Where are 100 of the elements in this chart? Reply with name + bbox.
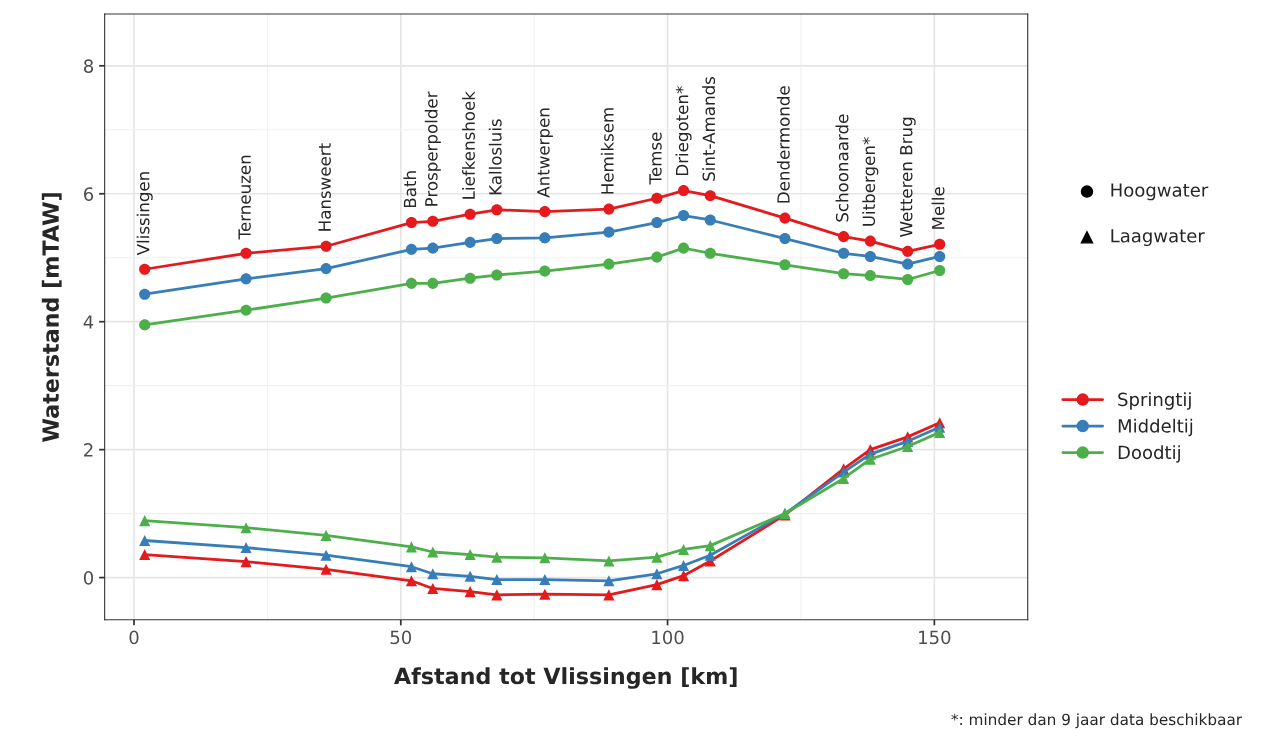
point: [838, 472, 850, 484]
point: [704, 247, 716, 259]
point: [139, 263, 151, 275]
y-tick-label: 0: [83, 571, 94, 585]
point: [934, 250, 946, 263]
x-tick-label: 150: [919, 630, 951, 645]
y-tick-label: 6: [84, 187, 94, 201]
point: [902, 273, 914, 286]
point: [838, 231, 850, 243]
point: [864, 270, 876, 282]
point: [491, 551, 503, 563]
point: [539, 206, 551, 218]
annotation: Hemiksem: [600, 108, 614, 194]
annotation: Uitbergen*: [862, 137, 879, 226]
point: [678, 570, 690, 582]
point: [902, 245, 914, 257]
point: [838, 247, 850, 259]
point: [603, 226, 615, 238]
point: [464, 549, 476, 561]
point: [464, 208, 476, 220]
point: [320, 263, 332, 275]
point: [464, 272, 476, 284]
point: [320, 529, 332, 541]
point: [864, 453, 876, 465]
point: [427, 242, 439, 254]
point: [427, 546, 439, 558]
point: [779, 232, 791, 245]
point: [240, 273, 252, 285]
point: [139, 549, 151, 561]
annotation: Liefkenshoek: [462, 91, 475, 199]
point: [240, 304, 252, 316]
point: [320, 240, 332, 252]
point: [779, 259, 791, 271]
point: [139, 288, 151, 300]
x-tick-label: 0: [129, 630, 139, 645]
point: [320, 292, 332, 304]
point: [405, 575, 418, 587]
point: [427, 582, 439, 595]
point: [139, 515, 151, 527]
point: [491, 232, 503, 245]
y-tick-label: 4: [83, 315, 94, 329]
point: [539, 232, 551, 244]
point: [934, 264, 946, 277]
annotation: Terneuzen: [238, 155, 251, 240]
point: [934, 426, 946, 438]
legend-label: Doodtij: [1118, 445, 1180, 463]
annotation: Temse: [649, 132, 662, 185]
point: [678, 185, 690, 197]
annotation: Schoonaarde: [835, 114, 849, 222]
point: [678, 559, 690, 571]
point: [864, 235, 876, 247]
point: [139, 319, 151, 331]
point: [603, 203, 615, 215]
point: [427, 277, 439, 289]
annotation: Antwerpen: [537, 108, 553, 198]
point: [405, 277, 418, 289]
point: [902, 440, 914, 453]
annotation: Dendermonde: [776, 86, 790, 203]
point: [464, 586, 476, 598]
annotation: Bath: [403, 171, 417, 208]
point: [651, 551, 663, 563]
point: [651, 192, 663, 204]
point: [539, 265, 551, 277]
text: Laagwater: [1111, 229, 1205, 247]
y-tick-label: 2: [84, 443, 93, 457]
point: [539, 588, 551, 600]
point: [704, 190, 716, 202]
point: [678, 242, 690, 254]
point: [240, 522, 252, 534]
point: [779, 212, 791, 224]
point: [651, 579, 663, 591]
point: [427, 215, 439, 227]
point: [464, 570, 476, 582]
point: [603, 555, 615, 567]
x-tick-label: 50: [390, 630, 412, 645]
annotation: Sint-Amands: [702, 76, 716, 181]
point: [704, 214, 716, 226]
point: [651, 217, 663, 229]
point: [902, 258, 914, 270]
y-tick-label: 8: [83, 59, 94, 73]
annotation: Wetteren Brug: [900, 117, 916, 237]
point: [405, 541, 418, 553]
point: [678, 209, 690, 222]
x-axis-title: Afstand tot Vlissingen [km]: [394, 667, 737, 689]
annotation: Hansweert: [318, 143, 331, 231]
point: [240, 247, 252, 259]
text: *: minder dan 9 jaar data beschikbaar: [951, 713, 1243, 729]
point: [838, 268, 850, 280]
point: [603, 258, 615, 270]
point: [651, 568, 663, 580]
annotation: Kallosluis: [488, 119, 502, 195]
point: [405, 243, 418, 255]
point: [405, 561, 418, 573]
point: [539, 573, 551, 586]
point: [405, 217, 418, 229]
point: [491, 269, 503, 281]
annotation: Vlissingen: [136, 172, 153, 256]
point: [934, 238, 946, 250]
text: Hoogwater: [1111, 183, 1209, 201]
y-axis-title: Waterstand [mTAW]: [41, 193, 62, 442]
